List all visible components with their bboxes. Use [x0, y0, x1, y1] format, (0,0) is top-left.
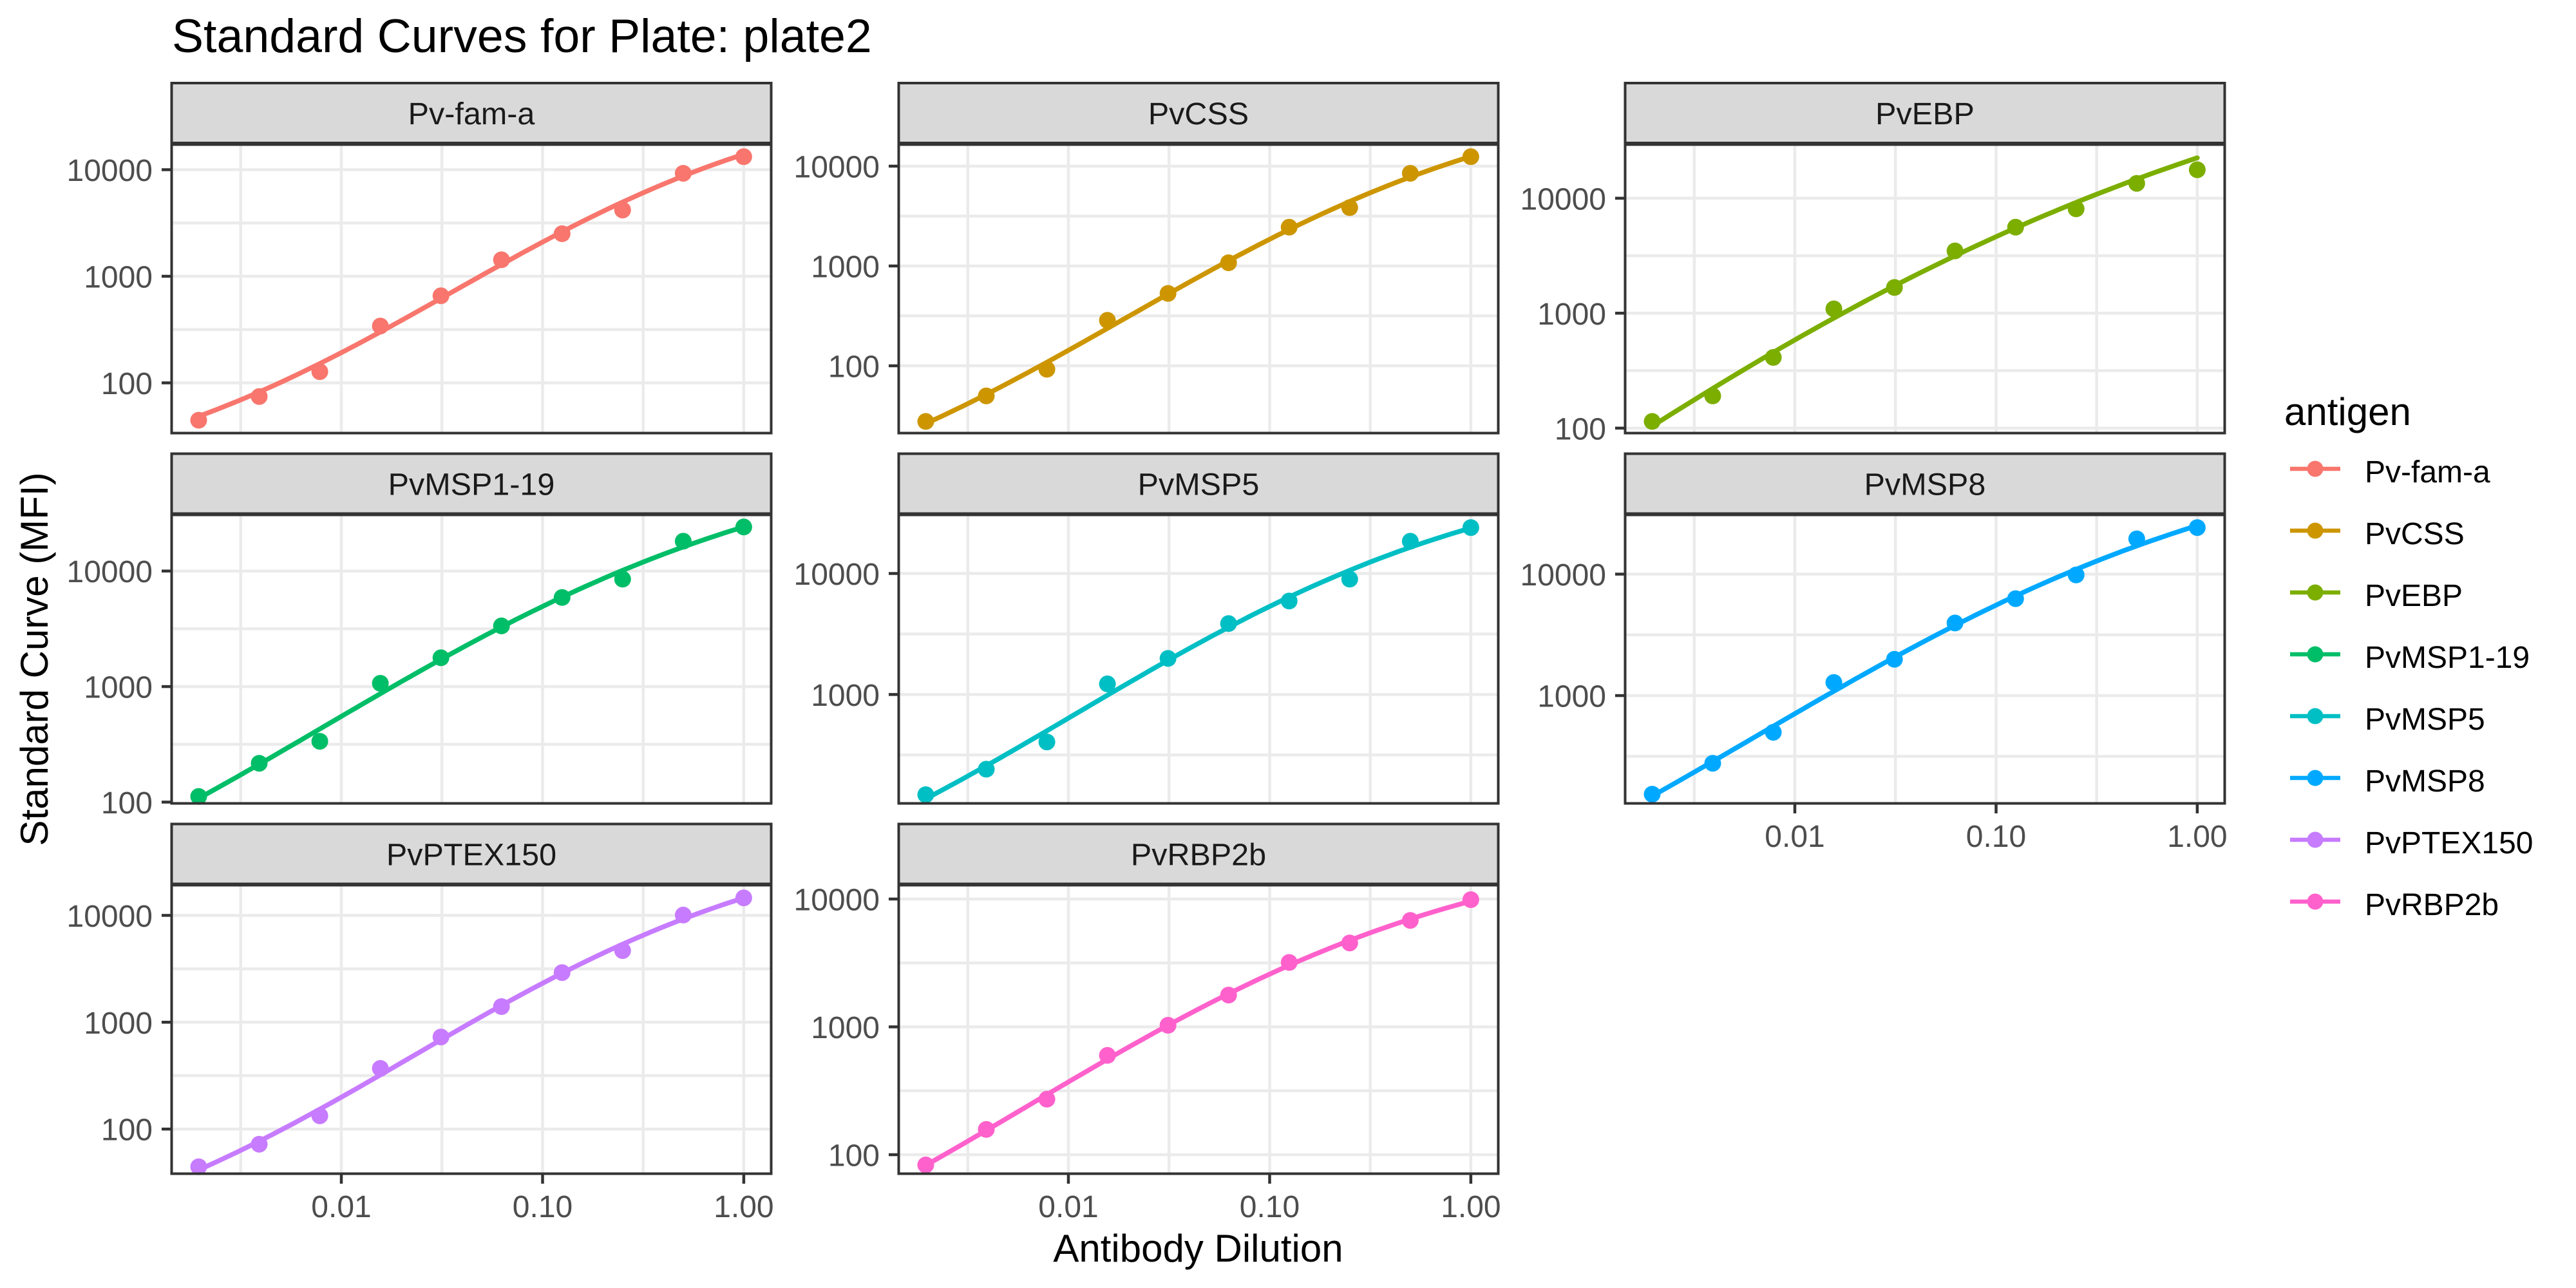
svg-text:10000: 10000: [794, 151, 880, 185]
svg-text:10000: 10000: [794, 884, 880, 918]
svg-text:1.00: 1.00: [2167, 820, 2227, 854]
svg-text:PvMSP5: PvMSP5: [2365, 703, 2485, 737]
svg-text:PvRBP2b: PvRBP2b: [2365, 888, 2499, 922]
svg-text:PvMSP8: PvMSP8: [2365, 764, 2485, 799]
svg-text:Antibody Dilution: Antibody Dilution: [1053, 1227, 1343, 1270]
svg-text:100: 100: [101, 1113, 153, 1148]
svg-text:1.00: 1.00: [1441, 1190, 1501, 1224]
svg-text:PvMSP1-19: PvMSP1-19: [2365, 641, 2530, 675]
svg-text:PvEBP: PvEBP: [2365, 579, 2463, 613]
svg-text:1000: 1000: [84, 1007, 153, 1041]
svg-text:Standard Curves for Plate: pla: Standard Curves for Plate: plate2: [172, 9, 872, 62]
svg-text:10000: 10000: [794, 558, 880, 592]
svg-text:PvMSP5: PvMSP5: [1138, 468, 1260, 502]
svg-text:1000: 1000: [84, 261, 153, 295]
svg-text:10000: 10000: [1520, 558, 1606, 592]
svg-text:10000: 10000: [67, 154, 153, 188]
svg-text:10000: 10000: [67, 555, 153, 589]
svg-text:1000: 1000: [84, 671, 153, 705]
svg-text:1000: 1000: [1537, 680, 1606, 714]
svg-text:Standard Curve (MFI): Standard Curve (MFI): [13, 472, 56, 846]
svg-text:PvCSS: PvCSS: [2365, 517, 2465, 551]
svg-text:Pv-fam-a: Pv-fam-a: [408, 97, 535, 131]
svg-text:PvRBP2b: PvRBP2b: [1131, 838, 1266, 873]
svg-text:0.01: 0.01: [1038, 1190, 1098, 1224]
svg-text:PvPTEX150: PvPTEX150: [386, 838, 556, 873]
svg-text:1000: 1000: [811, 679, 880, 713]
svg-text:1000: 1000: [1537, 298, 1606, 332]
svg-text:100: 100: [101, 786, 153, 820]
svg-text:1000: 1000: [811, 251, 880, 285]
svg-text:100: 100: [828, 1139, 880, 1173]
svg-text:0.01: 0.01: [311, 1190, 371, 1224]
svg-text:1000: 1000: [811, 1011, 880, 1045]
svg-text:0.10: 0.10: [1240, 1190, 1300, 1224]
svg-text:10000: 10000: [1520, 182, 1606, 216]
svg-text:0.01: 0.01: [1765, 820, 1824, 854]
svg-text:100: 100: [101, 367, 153, 401]
svg-text:100: 100: [828, 350, 880, 384]
svg-text:PvCSS: PvCSS: [1148, 97, 1249, 131]
svg-text:PvPTEX150: PvPTEX150: [2365, 826, 2533, 860]
svg-text:PvMSP8: PvMSP8: [1864, 468, 1986, 502]
svg-text:0.10: 0.10: [513, 1190, 573, 1224]
svg-text:Pv-fam-a: Pv-fam-a: [2365, 455, 2490, 489]
svg-text:0.10: 0.10: [1966, 820, 2026, 854]
svg-text:100: 100: [1555, 412, 1606, 446]
svg-text:PvEBP: PvEBP: [1875, 97, 1975, 131]
svg-text:1.00: 1.00: [714, 1190, 773, 1224]
svg-text:antigen: antigen: [2284, 390, 2411, 433]
svg-text:PvMSP1-19: PvMSP1-19: [388, 468, 555, 502]
svg-text:10000: 10000: [67, 900, 153, 934]
